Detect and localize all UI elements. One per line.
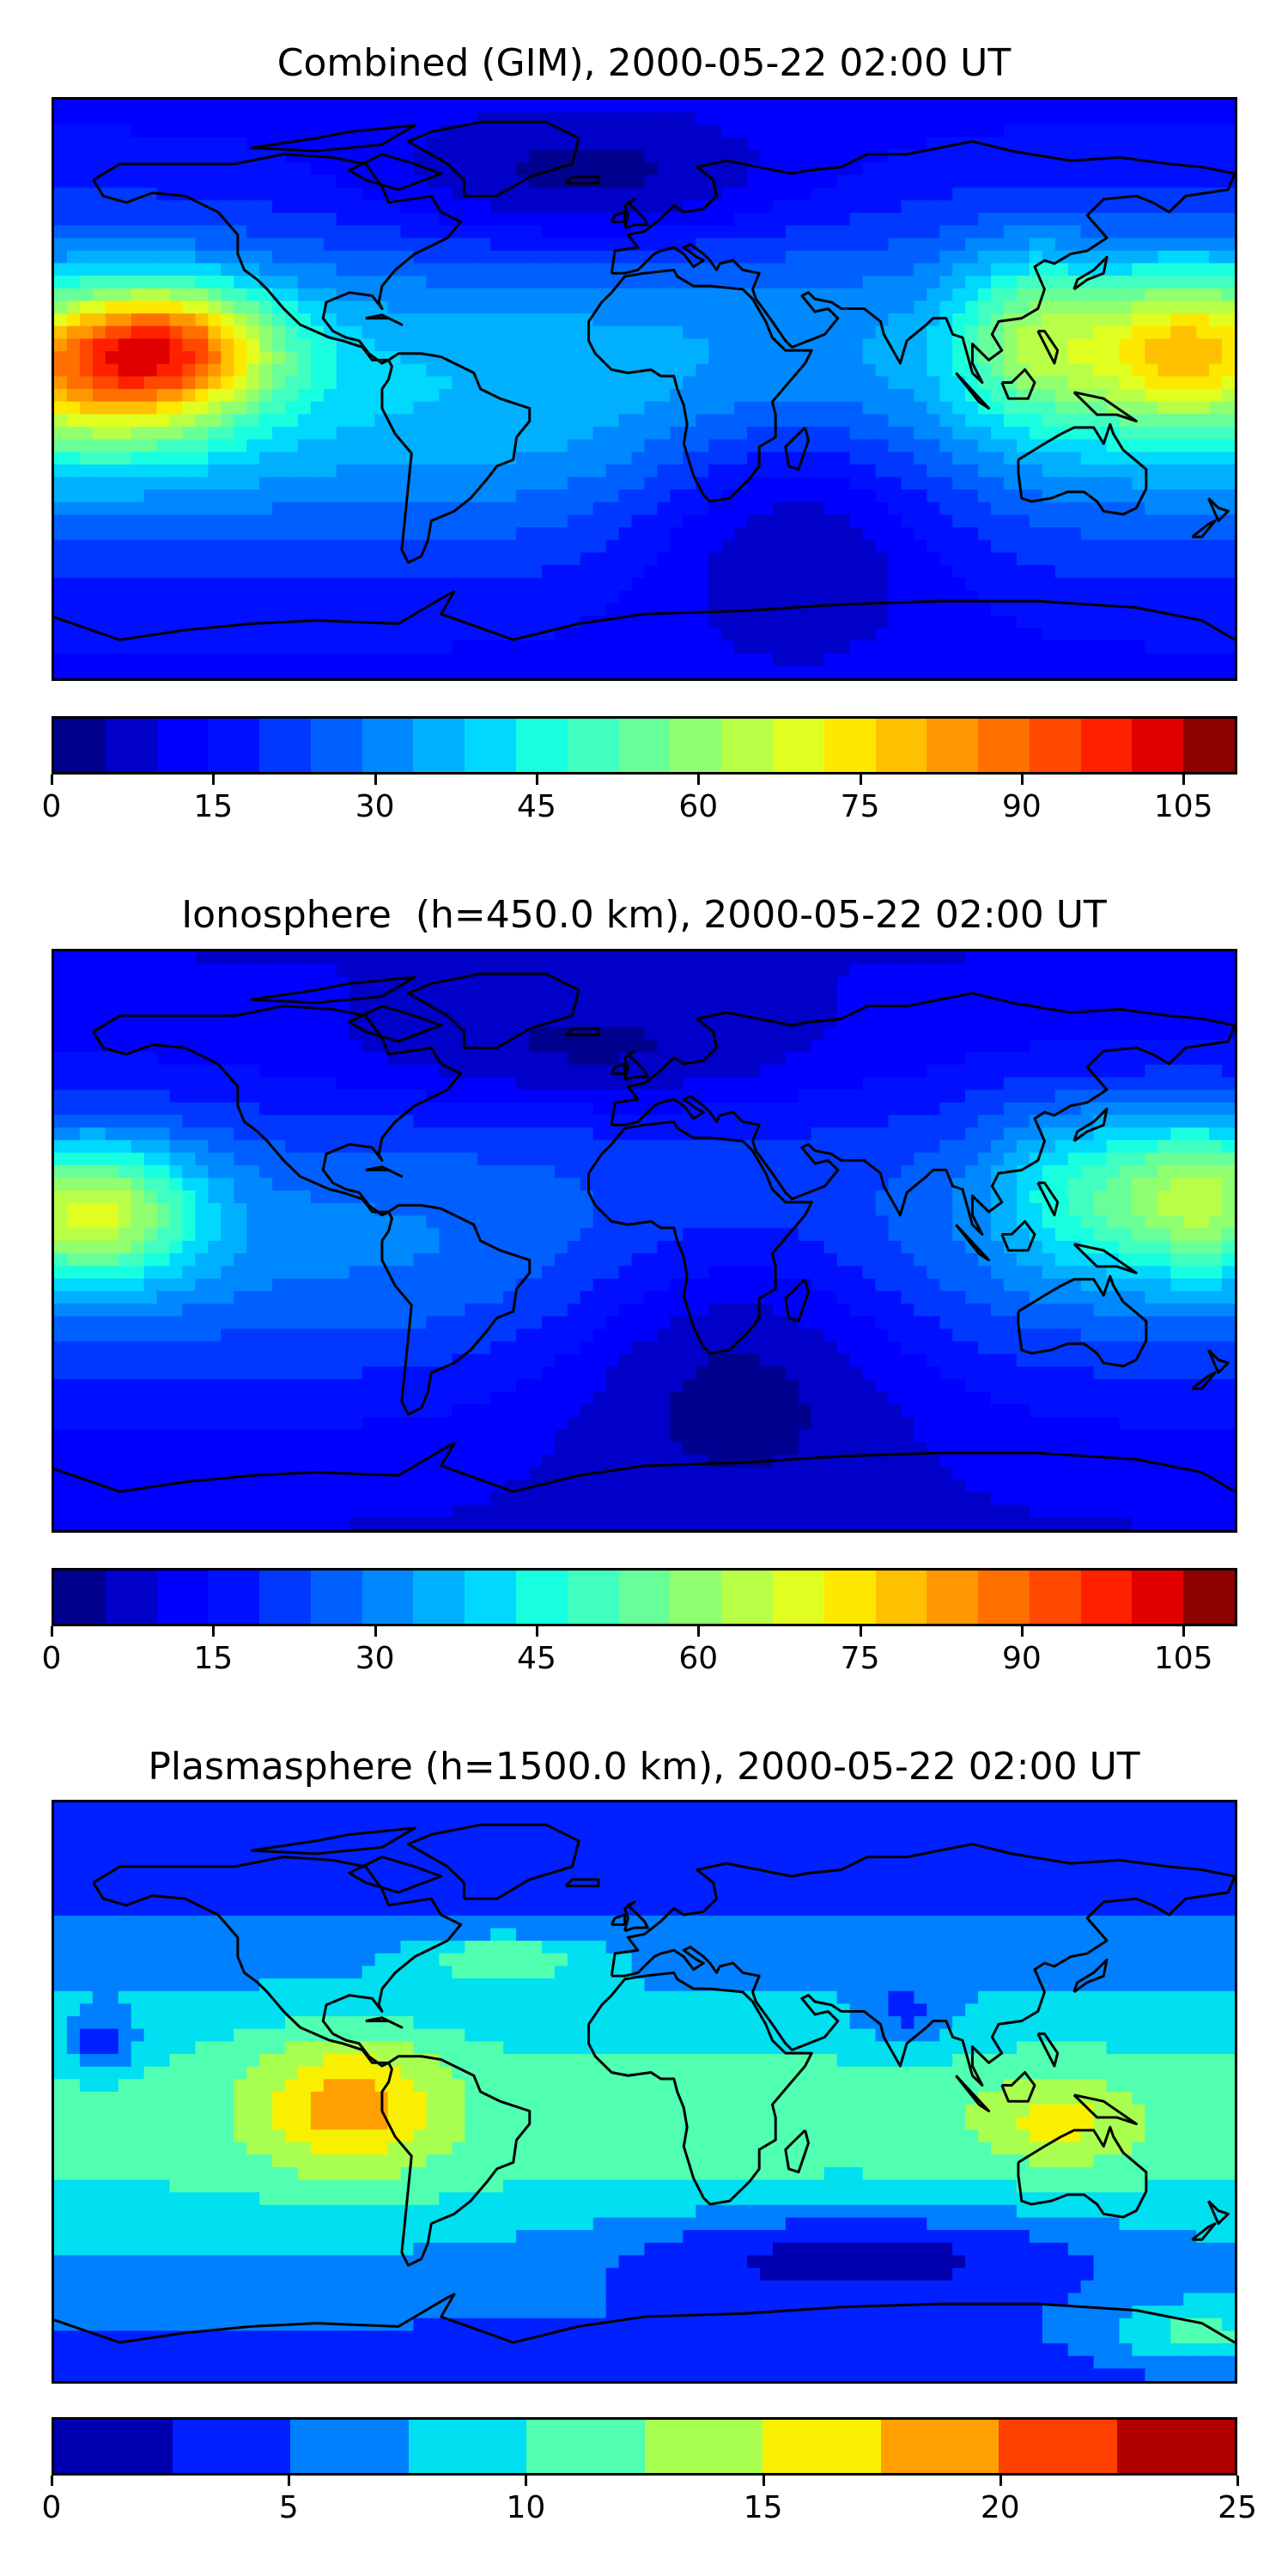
colorbar-tick-label: 90 xyxy=(1002,789,1042,824)
colorbar-tick-label: 5 xyxy=(278,2490,299,2525)
colorbar-tick-label: 30 xyxy=(355,1641,395,1676)
contour-field xyxy=(54,1802,1235,2381)
colorbar-segment xyxy=(465,1571,517,1624)
colorbar-segment xyxy=(567,719,619,772)
colorbar-tick-label: 10 xyxy=(506,2490,546,2525)
colorbar-segment xyxy=(875,719,927,772)
colorbar xyxy=(52,1568,1237,1626)
colorbar-segment xyxy=(670,719,722,772)
world-map-plasmasphere xyxy=(52,1800,1237,2384)
colorbar-segment xyxy=(721,1571,773,1624)
colorbar-segment xyxy=(978,719,1030,772)
colorbar-segment xyxy=(413,719,465,772)
contour-field xyxy=(54,100,1235,678)
colorbar-segment xyxy=(567,1571,619,1624)
colorbar-segment xyxy=(172,2420,290,2473)
colorbar-tick-label: 15 xyxy=(193,1641,234,1676)
colorbar-segment xyxy=(54,1571,106,1624)
colorbar-segment xyxy=(156,1571,209,1624)
colorbar-segment xyxy=(772,719,824,772)
colorbar-segment xyxy=(290,2420,409,2473)
colorbar-tick-label: 75 xyxy=(840,789,880,824)
colorbar-tick-label: 25 xyxy=(1218,2490,1257,2525)
colorbar-segment xyxy=(413,1571,465,1624)
contour-field xyxy=(54,951,1235,1530)
colorbar-segment xyxy=(721,719,773,772)
colorbar xyxy=(52,2417,1237,2476)
colorbar-tick-label: 105 xyxy=(1153,1641,1213,1676)
map-title: Ionosphere (h=450.0 km), 2000-05-22 02:0… xyxy=(181,893,1107,937)
colorbar-segment xyxy=(927,1571,979,1624)
colorbar-segment xyxy=(1183,1571,1235,1624)
colorbar-segment xyxy=(1132,1571,1184,1624)
colorbar-ticks: 0 15 30 45 60 75 90 105 xyxy=(42,775,1237,826)
colorbar-tick-label: 75 xyxy=(840,1641,880,1676)
colorbar-segment xyxy=(516,1571,568,1624)
colorbar-segment xyxy=(105,719,157,772)
colorbar-ticks: 0 15 30 45 60 75 90 105 xyxy=(42,1626,1237,1678)
colorbar-segment xyxy=(670,1571,722,1624)
colorbar-segment xyxy=(1080,1571,1133,1624)
colorbar-segment xyxy=(1116,2420,1235,2473)
colorbar-ticks: 0 5 10 15 20 25 xyxy=(42,2476,1257,2527)
colorbar-segment xyxy=(875,1571,927,1624)
coastlines xyxy=(54,120,1235,641)
colorbar-tick-label: 0 xyxy=(41,2490,62,2525)
colorbar-segment xyxy=(208,1571,260,1624)
colorbar-segment xyxy=(880,2420,999,2473)
colorbar-segment xyxy=(999,2420,1117,2473)
colorbar-segment xyxy=(526,2420,645,2473)
colorbar-segment xyxy=(259,1571,311,1624)
colorbar-tick-label: 20 xyxy=(980,2490,1020,2525)
world-map-ionosphere xyxy=(52,949,1237,1533)
map-title: Plasmasphere (h=1500.0 km), 2000-05-22 0… xyxy=(148,1745,1140,1789)
colorbar-segment xyxy=(1183,719,1235,772)
colorbar-segment xyxy=(823,1571,876,1624)
colorbar-segment xyxy=(618,719,671,772)
colorbar-segment xyxy=(54,2420,173,2473)
colorbar-segment xyxy=(310,719,362,772)
colorbar-segment xyxy=(208,719,260,772)
colorbar-segment xyxy=(54,719,106,772)
colorbar-segment xyxy=(618,1571,671,1624)
colorbar-segment xyxy=(1029,719,1081,772)
colorbar-segment xyxy=(361,719,414,772)
world-map-combined xyxy=(52,97,1237,681)
colorbar-tick-label: 15 xyxy=(193,789,234,824)
colorbar-segment xyxy=(465,719,517,772)
colorbar-tick-label: 0 xyxy=(41,1641,62,1676)
colorbar xyxy=(52,716,1237,775)
colorbar-tick-label: 0 xyxy=(41,789,62,824)
colorbar-segment xyxy=(644,2420,762,2473)
colorbar-segment xyxy=(978,1571,1030,1624)
colorbar-segment xyxy=(259,719,311,772)
map-title: Combined (GIM), 2000-05-22 02:00 UT xyxy=(276,41,1012,85)
colorbar-segment xyxy=(105,1571,157,1624)
colorbar-segment xyxy=(772,1571,824,1624)
colorbar-segment xyxy=(1029,1571,1081,1624)
colorbar-segment xyxy=(361,1571,414,1624)
coastlines xyxy=(54,972,1235,1493)
coastlines xyxy=(54,1823,1235,2344)
colorbar-segment xyxy=(310,1571,362,1624)
colorbar-segment xyxy=(823,719,876,772)
colorbar-segment xyxy=(1080,719,1133,772)
colorbar-tick-label: 45 xyxy=(517,1641,556,1676)
colorbar-segment xyxy=(516,719,568,772)
colorbar-tick-label: 45 xyxy=(517,789,556,824)
colorbar-segment xyxy=(762,2420,881,2473)
colorbar-tick-label: 90 xyxy=(1002,1641,1042,1676)
colorbar-segment xyxy=(408,2420,526,2473)
colorbar-segment xyxy=(927,719,979,772)
colorbar-tick-label: 105 xyxy=(1153,789,1213,824)
colorbar-tick-label: 30 xyxy=(355,789,395,824)
colorbar-segment xyxy=(1132,719,1184,772)
colorbar-tick-label: 15 xyxy=(743,2490,783,2525)
colorbar-tick-label: 60 xyxy=(678,789,719,824)
colorbar-segment xyxy=(156,719,209,772)
colorbar-tick-label: 60 xyxy=(678,1641,719,1676)
